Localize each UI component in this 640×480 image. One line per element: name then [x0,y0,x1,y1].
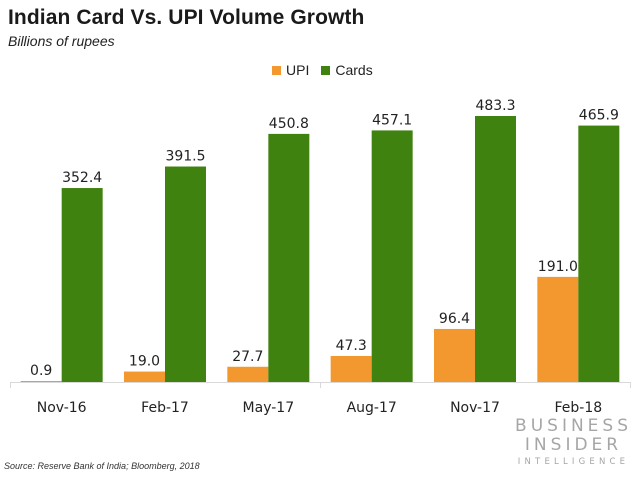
data-label-cards-nov-17: 483.3 [475,98,515,114]
logo-line-insider: INSIDER [524,435,623,455]
data-label-cards-aug-17: 457.1 [372,112,412,128]
chart-title: Indian Card Vs. UPI Volume Growth [8,6,365,29]
data-label-cards-nov-16: 352.4 [62,170,102,186]
legend-label-cards: Cards [335,62,373,78]
data-label-cards-feb-18: 465.9 [579,108,619,124]
bar-upi-nov-16 [20,381,62,382]
bar-upi-nov-17 [434,328,475,382]
bar-cards-feb-17 [165,166,206,382]
bar-cards-aug-17 [371,130,413,382]
legend-item-cards: Cards [321,62,373,78]
x-tick-label: Feb-18 [555,400,603,416]
business-insider-logo: BUSINESS INSIDER INTELLIGENCE [515,418,632,467]
data-label-upi-aug-17: 47.3 [336,338,367,354]
data-label-upi-feb-17: 19.0 [129,354,160,370]
legend-label-upi: UPI [286,62,310,78]
bar-cards-nov-17 [475,116,516,382]
bar-cards-feb-18 [578,125,620,382]
bar-upi-feb-17 [124,371,165,382]
source-note: Source: Reserve Bank of India; Bloomberg… [4,461,200,471]
data-label-upi-may-17: 27.7 [232,349,263,365]
x-tick-label: Aug-17 [347,400,397,416]
x-tick-label: Feb-17 [141,400,189,416]
legend-item-upi: UPI [272,62,309,78]
bar-cards-may-17 [268,133,310,382]
legend-swatch-cards [321,65,331,75]
logo-line-business: BUSINESS [515,416,632,436]
x-tick-label: May-17 [243,400,295,416]
x-tick-label: Nov-17 [450,400,500,416]
bar-upi-may-17 [227,366,269,382]
data-label-cards-may-17: 450.8 [269,116,309,132]
x-tick-label: Nov-16 [37,400,87,416]
legend-swatch-upi [272,65,281,75]
bar-upi-feb-18 [537,276,579,382]
legend: UPI Cards [272,62,385,78]
data-label-upi-nov-17: 96.4 [439,311,470,327]
logo-line-intelligence: INTELLIGENCE [517,457,630,467]
bar-cards-nov-16 [61,188,103,382]
bar-upi-aug-17 [330,355,372,382]
data-label-cards-feb-17: 391.5 [165,149,205,165]
chart-subtitle: Billions of rupees [8,33,115,49]
data-label-upi-nov-16: 0.9 [30,363,52,379]
data-label-upi-feb-18: 191.0 [538,259,578,275]
